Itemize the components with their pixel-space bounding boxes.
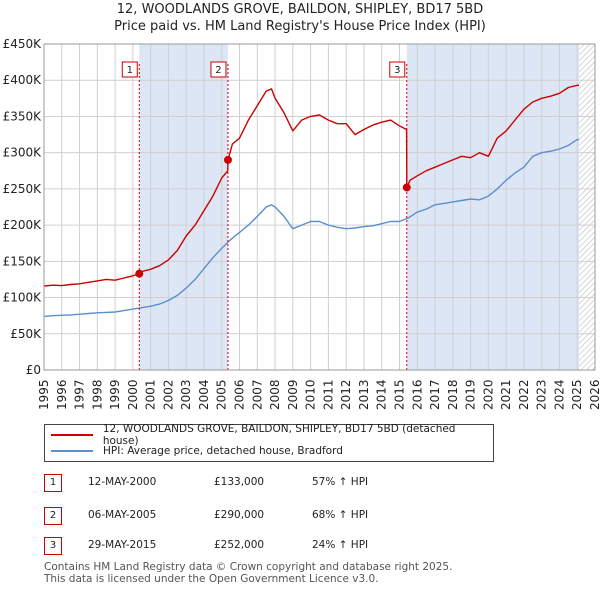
- x-tick-label: 1995: [37, 379, 51, 410]
- sale-label-1: 1: [127, 65, 133, 76]
- y-tick-label: £50K: [10, 327, 42, 341]
- chart-title-line1: 12, WOODLANDS GROVE, BAILDON, SHIPLEY, B…: [116, 2, 484, 17]
- plot-frame: [43, 43, 596, 371]
- x-tick-label: 2008: [268, 379, 282, 410]
- x-tick-label: 2025: [570, 379, 584, 410]
- x-tick-label: 2001: [144, 379, 158, 410]
- sale-date-3: 29-MAY-2015: [88, 539, 157, 551]
- x-tick-label: 2009: [286, 379, 300, 410]
- x-tick-label: 2005: [215, 379, 229, 410]
- legend: 12, WOODLANDS GROVE, BAILDON, SHIPLEY, B…: [44, 423, 494, 462]
- y-tick-label: £100K: [3, 291, 43, 305]
- y-tick-label: £300K: [3, 146, 43, 160]
- legend-swatch-price: [51, 434, 93, 436]
- price-chart: 1 2 3 £0 £50K £100K £150K £200K £250K £300K £350K…: [3, 37, 600, 410]
- x-tick-label: 2026: [588, 379, 600, 410]
- sale-date-1: 12-MAY-2000: [88, 476, 157, 488]
- legend-label-hpi: HPI: Average price, detached house, Brad…: [103, 445, 343, 457]
- y-tick-label: £450K: [3, 37, 43, 51]
- sale-badge-1: 1: [44, 474, 62, 492]
- y-tick-label: £400K: [3, 73, 43, 87]
- legend-label-price: 12, WOODLANDS GROVE, BAILDON, SHIPLEY, B…: [102, 423, 456, 447]
- chart-title-line2: Price paid vs. HM Land Registry's House …: [114, 19, 486, 34]
- x-tick-label: 2006: [233, 379, 247, 410]
- footer-copyright: Contains HM Land Registry data © Crown c…: [44, 561, 453, 573]
- x-tick-label: 2000: [126, 379, 140, 410]
- sale-hpi-3: 24% ↑ HPI: [312, 539, 369, 551]
- sale-hpi-1: 57% ↑ HPI: [312, 476, 369, 488]
- x-tick-label: 1998: [90, 379, 104, 410]
- sale-label-2: 2: [215, 65, 221, 76]
- legend-swatch-hpi: [51, 450, 93, 452]
- sale-price-1: £133,000: [214, 476, 265, 488]
- x-tick-label: 2012: [339, 379, 353, 410]
- x-tick-label: 2021: [499, 379, 513, 410]
- x-tick-label: 2004: [197, 379, 211, 410]
- sale-label-3: 3: [394, 65, 400, 76]
- hpi-line: [43, 138, 579, 318]
- x-tick-label: 1997: [73, 379, 87, 410]
- shaded-period-2: [406, 44, 580, 370]
- y-tick-label: £250K: [3, 182, 43, 196]
- x-tick-label: 2002: [161, 379, 175, 410]
- x-tick-label: 2022: [517, 379, 531, 410]
- sale-date-2: 06-MAY-2005: [88, 509, 157, 521]
- legend-item-hpi: HPI: Average price, detached house, Brad…: [51, 443, 343, 459]
- sale-label-box-3: [389, 61, 406, 78]
- x-tick-label: 2013: [357, 379, 371, 410]
- x-tick-label: 2015: [392, 379, 406, 410]
- x-tick-label: 2017: [428, 379, 442, 410]
- x-tick-label: 2014: [375, 379, 389, 410]
- sale-point-2: [223, 155, 232, 164]
- sale-label-box-1: [121, 61, 138, 78]
- sale-hpi-2: 68% ↑ HPI: [312, 509, 369, 521]
- x-tick-label: 2011: [321, 379, 335, 410]
- x-tick-label: 1996: [55, 379, 69, 410]
- x-tick-label: 2007: [250, 379, 264, 410]
- future-hatch: [579, 44, 595, 370]
- sale-badge-2: 2: [44, 507, 62, 525]
- x-tick-label: 2016: [410, 379, 424, 410]
- sale-point-3: [402, 183, 411, 192]
- x-tick-label: 2003: [179, 379, 193, 410]
- sale-badge-3: 3: [44, 537, 62, 555]
- sale-point-1: [135, 269, 144, 278]
- x-tick-label: 2024: [552, 379, 566, 410]
- sale-label-box-2: [210, 61, 227, 78]
- shaded-period-1: [139, 44, 228, 370]
- y-tick-label: £200K: [3, 218, 43, 232]
- x-tick-label: 2023: [535, 379, 549, 410]
- x-tick-label: 1999: [108, 379, 122, 410]
- y-tick-label: £350K: [3, 109, 43, 123]
- y-tick-label: £150K: [3, 254, 43, 268]
- footer-licence: This data is licensed under the Open Gov…: [44, 573, 379, 585]
- y-tick-label: £0: [26, 363, 41, 377]
- sale-price-3: £252,000: [214, 539, 265, 551]
- x-tick-label: 2010: [304, 379, 318, 410]
- x-tick-label: 2018: [446, 379, 460, 410]
- legend-item-price: 12, WOODLANDS GROVE, BAILDON, SHIPLEY, B…: [51, 423, 493, 447]
- x-tick-label: 2020: [481, 379, 495, 410]
- x-tick-label: 2019: [464, 379, 478, 410]
- sale-price-2: £290,000: [214, 509, 265, 521]
